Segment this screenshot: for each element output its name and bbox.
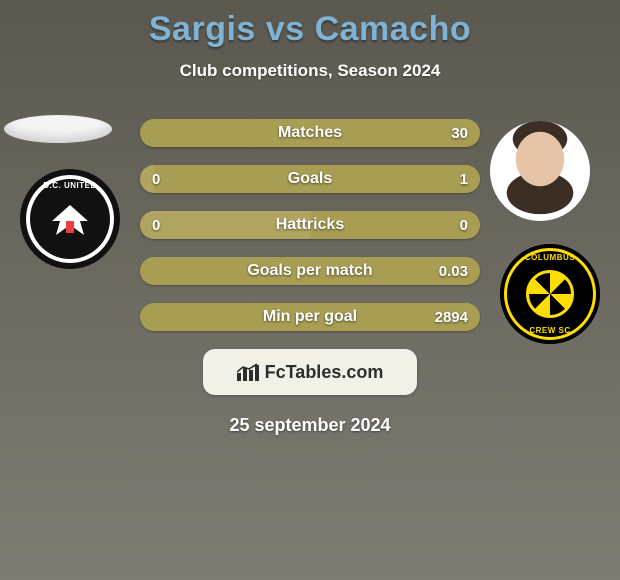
- player-left-name: Sargis: [149, 10, 256, 48]
- stat-value-right: 0.03: [439, 257, 468, 285]
- stat-value-right: 30: [451, 119, 468, 147]
- crest-text: D.C. UNITED: [20, 181, 120, 190]
- player-right-avatar: [490, 121, 590, 221]
- stat-bar: Matches30: [140, 119, 480, 147]
- team-right-crest: COLUMBUS CREW SC: [500, 244, 600, 344]
- stat-value-right: 1: [460, 165, 468, 193]
- comparison-card: Sargis vs Camacho Club competitions, Sea…: [0, 0, 620, 580]
- stat-bars: Matches30Goals01Hattricks00Goals per mat…: [140, 119, 480, 331]
- brand-box[interactable]: FcTables.com: [203, 349, 417, 395]
- vs-separator: vs: [266, 10, 305, 48]
- stat-label: Min per goal: [140, 303, 480, 331]
- stat-label: Hattricks: [140, 211, 480, 239]
- crest-text: CREW SC: [500, 326, 600, 335]
- stat-value-left: 0: [152, 211, 160, 239]
- stat-bar: Goals per match0.03: [140, 257, 480, 285]
- dc-united-crest-icon: D.C. UNITED: [20, 169, 120, 269]
- player-face-icon: [490, 121, 590, 221]
- stat-value-left: 0: [152, 165, 160, 193]
- page-title: Sargis vs Camacho: [0, 0, 620, 49]
- footer-date: 25 september 2024: [0, 415, 620, 436]
- stat-label: Goals: [140, 165, 480, 193]
- crest-text: COLUMBUS: [500, 253, 600, 262]
- stat-label: Matches: [140, 119, 480, 147]
- player-right-name: Camacho: [315, 10, 472, 48]
- stat-bar: Hattricks0 0: [140, 211, 480, 239]
- stat-value-right: 2894: [435, 303, 468, 331]
- content-area: D.C. UNITED COLUMBUS CREW SC Matches30 Go…: [0, 119, 620, 436]
- eagle-icon: [46, 201, 94, 241]
- team-left-crest: D.C. UNITED: [20, 169, 120, 269]
- bar-chart-icon: [237, 363, 259, 381]
- brand-text: FcTables.com: [265, 362, 384, 383]
- stat-label: Goals per match: [140, 257, 480, 285]
- stat-bar: Min per goal2894: [140, 303, 480, 331]
- subtitle: Club competitions, Season 2024: [0, 61, 620, 81]
- stat-bar: Goals0 1: [140, 165, 480, 193]
- stat-value-right: 0: [460, 211, 468, 239]
- columbus-crew-crest-icon: COLUMBUS CREW SC: [500, 244, 600, 344]
- player-left-avatar: [4, 115, 112, 143]
